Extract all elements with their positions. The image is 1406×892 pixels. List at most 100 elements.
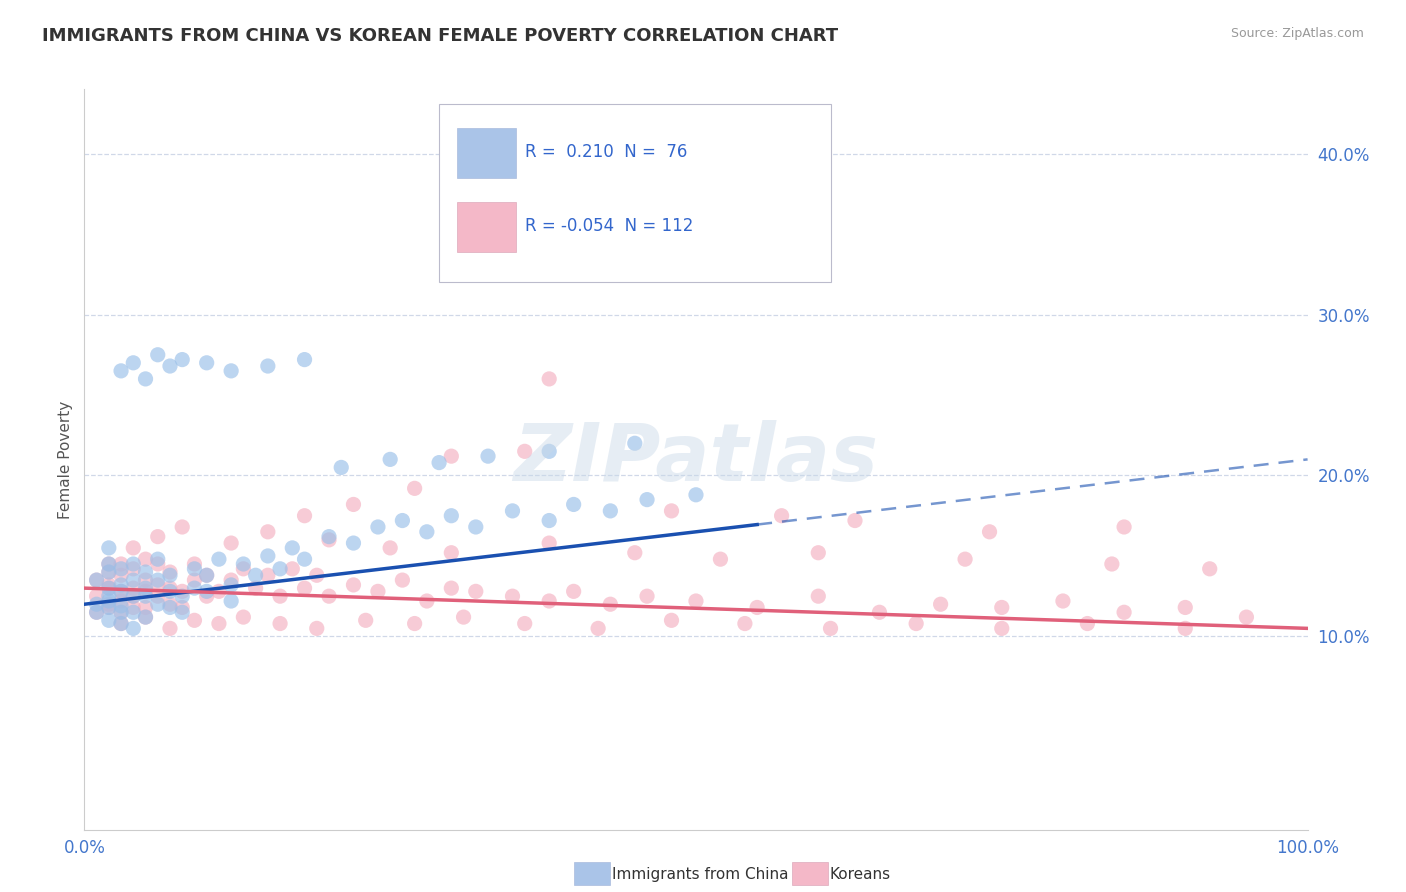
- Point: [453, 610, 475, 624]
- Text: R = -0.054  N = 112: R = -0.054 N = 112: [524, 217, 693, 235]
- Point: [257, 568, 280, 582]
- Point: [685, 594, 707, 608]
- Point: [294, 508, 316, 523]
- Point: [624, 546, 647, 560]
- Point: [599, 597, 621, 611]
- Text: Koreans: Koreans: [830, 867, 890, 881]
- Point: [183, 613, 205, 627]
- Point: [122, 541, 145, 555]
- Point: [135, 600, 157, 615]
- Point: [991, 600, 1014, 615]
- Point: [342, 536, 364, 550]
- Point: [135, 573, 157, 587]
- Point: [380, 541, 402, 555]
- Point: [183, 581, 205, 595]
- Point: [562, 498, 585, 512]
- Point: [427, 456, 450, 470]
- Text: Source: ZipAtlas.com: Source: ZipAtlas.com: [1230, 27, 1364, 40]
- Point: [232, 610, 254, 624]
- Point: [172, 605, 194, 619]
- Point: [159, 568, 181, 582]
- Point: [172, 600, 194, 615]
- Point: [1198, 562, 1220, 576]
- Point: [269, 616, 291, 631]
- Point: [219, 573, 242, 587]
- FancyBboxPatch shape: [457, 202, 516, 252]
- Point: [97, 541, 120, 555]
- Point: [624, 436, 647, 450]
- Point: [599, 504, 621, 518]
- Point: [807, 546, 830, 560]
- Point: [195, 568, 218, 582]
- Point: [86, 605, 108, 619]
- FancyBboxPatch shape: [439, 104, 831, 282]
- Point: [122, 356, 145, 370]
- Point: [135, 581, 157, 595]
- Point: [294, 352, 316, 367]
- Point: [391, 573, 413, 587]
- Point: [97, 581, 120, 595]
- Point: [979, 524, 1001, 539]
- Point: [183, 562, 205, 576]
- Point: [562, 584, 585, 599]
- Point: [97, 557, 120, 571]
- Point: [195, 568, 218, 582]
- Point: [538, 514, 561, 528]
- Point: [146, 557, 169, 571]
- Point: [709, 552, 731, 566]
- Point: [146, 597, 169, 611]
- Point: [294, 581, 316, 595]
- Point: [1101, 557, 1123, 571]
- Point: [195, 356, 218, 370]
- Point: [269, 562, 291, 576]
- Point: [208, 616, 231, 631]
- Point: [685, 488, 707, 502]
- Point: [380, 452, 402, 467]
- Point: [305, 621, 328, 635]
- Point: [953, 552, 976, 566]
- Point: [391, 514, 413, 528]
- Point: [245, 581, 267, 595]
- Point: [636, 589, 658, 603]
- Point: [820, 621, 842, 635]
- Point: [122, 562, 145, 576]
- Point: [1114, 520, 1136, 534]
- Point: [232, 562, 254, 576]
- Point: [770, 508, 793, 523]
- Point: [135, 610, 157, 624]
- Point: [146, 530, 169, 544]
- Point: [86, 589, 108, 603]
- Point: [342, 578, 364, 592]
- Point: [513, 444, 536, 458]
- Point: [747, 600, 769, 615]
- Point: [110, 578, 132, 592]
- Point: [86, 573, 108, 587]
- Point: [97, 565, 120, 579]
- Point: [404, 616, 426, 631]
- Point: [245, 568, 267, 582]
- Point: [97, 597, 120, 611]
- Point: [281, 562, 304, 576]
- Point: [318, 533, 340, 547]
- Point: [146, 573, 169, 587]
- Point: [146, 589, 169, 603]
- Point: [1236, 610, 1258, 624]
- Point: [219, 536, 242, 550]
- Point: [159, 584, 181, 599]
- Point: [844, 514, 866, 528]
- Point: [538, 536, 561, 550]
- Point: [183, 557, 205, 571]
- Point: [219, 364, 242, 378]
- Point: [97, 565, 120, 579]
- Point: [110, 605, 132, 619]
- Point: [110, 584, 132, 599]
- Point: [97, 600, 120, 615]
- Point: [281, 541, 304, 555]
- Point: [318, 589, 340, 603]
- Point: [135, 589, 157, 603]
- Point: [1052, 594, 1074, 608]
- Point: [416, 524, 439, 539]
- Point: [172, 589, 194, 603]
- Point: [122, 600, 145, 615]
- Point: [135, 610, 157, 624]
